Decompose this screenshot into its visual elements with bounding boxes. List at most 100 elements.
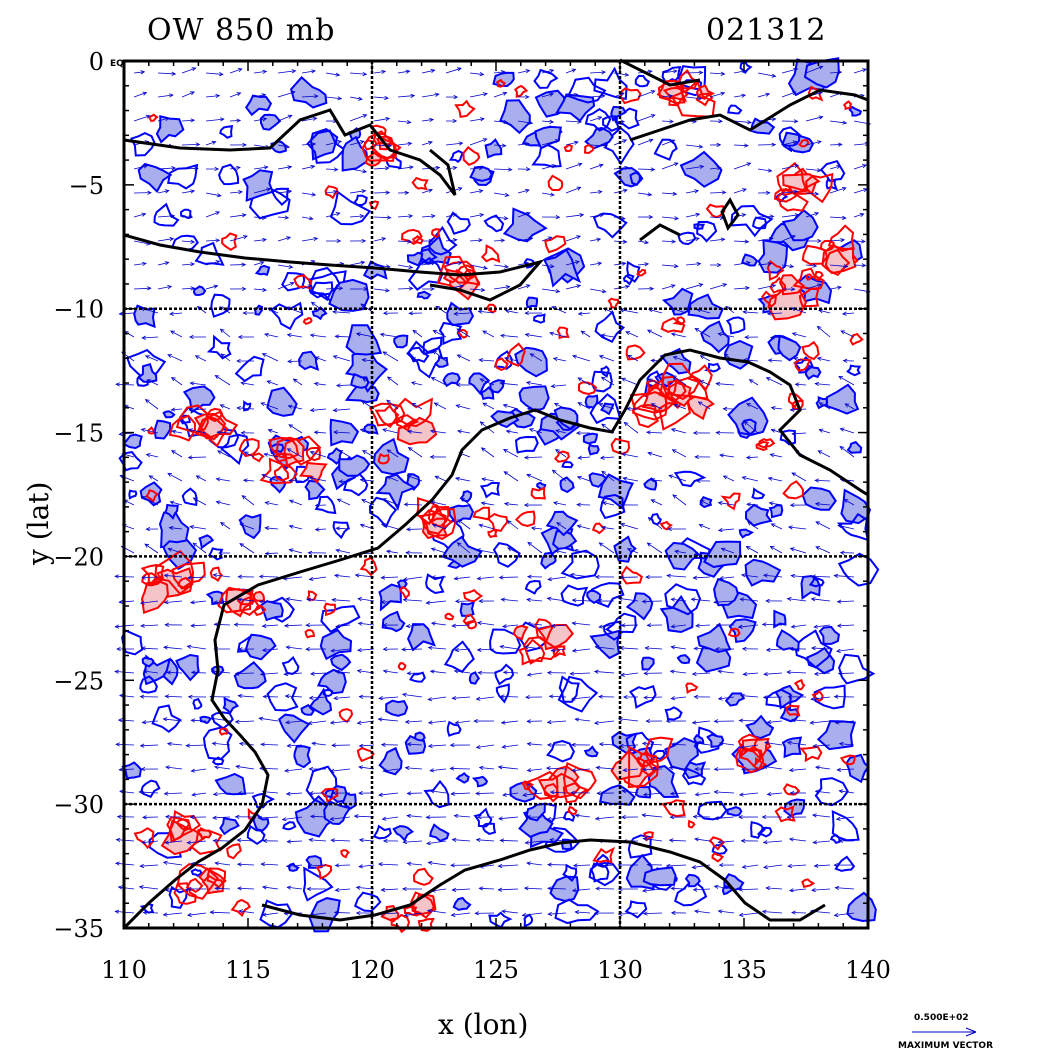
positive-ow-contour	[226, 843, 242, 860]
wind-vector-head	[741, 767, 746, 772]
wind-vector-head	[841, 311, 847, 316]
wind-vector	[853, 213, 864, 218]
positive-ow-contour	[812, 270, 824, 282]
negative-ow-contour	[381, 610, 406, 633]
negative-ow-contour	[566, 76, 607, 104]
wind-vector	[407, 815, 423, 818]
positive-ow-contour	[397, 662, 407, 671]
wind-vector	[458, 519, 471, 530]
wind-vector	[301, 216, 313, 220]
wind-vector-head	[594, 720, 599, 725]
wind-vector	[264, 453, 279, 458]
wind-vector	[695, 792, 711, 796]
positive-ow-contour	[705, 203, 726, 219]
wind-vector	[133, 115, 150, 122]
wind-vector-head	[380, 887, 386, 892]
wind-vector	[837, 600, 855, 603]
wind-vector	[285, 720, 303, 724]
wind-vector-head	[236, 838, 242, 843]
wind-vector	[526, 382, 543, 386]
wind-vector-head	[670, 597, 676, 602]
wind-vector	[813, 744, 831, 747]
wind-vector	[253, 239, 267, 242]
wind-vector	[286, 598, 303, 602]
wind-vector-head	[170, 407, 176, 412]
wind-vector-head	[309, 814, 315, 819]
negative-ow-contour	[590, 862, 610, 883]
negative-ow-contour	[329, 653, 352, 672]
wind-vector-head	[817, 450, 823, 455]
wind-vector-head	[482, 402, 488, 407]
positive-ow-contour	[217, 586, 254, 614]
wind-vector-head	[363, 286, 369, 292]
wind-vector-head	[554, 549, 560, 554]
wind-vector	[812, 575, 831, 578]
negative-ow-contour	[846, 440, 863, 454]
wind-vector-head	[818, 65, 824, 70]
wind-vector	[477, 648, 495, 651]
wind-vector-head	[502, 91, 508, 96]
wind-vector-head	[598, 403, 604, 407]
vector-scale-value: 0.500E+02	[914, 1013, 969, 1023]
wind-vector-head	[770, 523, 776, 528]
negative-ow-contour	[825, 178, 839, 191]
negative-ow-contour	[499, 99, 531, 135]
wind-vector	[764, 742, 783, 746]
wind-vector	[205, 211, 220, 218]
wind-vector-head	[794, 213, 800, 218]
positive-ow-contour	[757, 438, 776, 449]
wind-vector-head	[525, 94, 530, 100]
negative-ow-contour	[406, 251, 424, 267]
wind-vector	[547, 887, 567, 890]
wind-vector-head	[525, 69, 531, 74]
positive-ow-contour	[252, 590, 266, 602]
negative-ow-contour	[375, 473, 417, 511]
wind-vector-head	[670, 886, 676, 891]
wind-vector	[613, 92, 625, 98]
wind-vector-head	[597, 261, 603, 266]
wind-vector-head	[694, 328, 700, 333]
positive-ow-contour	[410, 891, 435, 919]
wind-vector	[406, 624, 423, 627]
wind-vector	[339, 480, 351, 483]
wind-vector	[455, 477, 471, 482]
wind-vector-head	[359, 428, 365, 433]
wind-vector-head	[644, 262, 650, 267]
wind-vector	[733, 262, 751, 266]
wind-vector	[260, 402, 279, 410]
wind-vector	[361, 499, 375, 506]
map-title: OW 850 mb	[147, 13, 335, 48]
wind-vector-head	[842, 358, 848, 363]
wind-vector	[549, 332, 567, 338]
positive-ow-contour	[805, 273, 815, 281]
wind-vector	[119, 600, 135, 603]
wind-vector	[239, 910, 255, 914]
wind-vector	[382, 816, 399, 820]
wind-vector-head	[257, 815, 263, 820]
wind-vector	[358, 598, 375, 602]
wind-vector-head	[650, 403, 656, 408]
wind-vector	[362, 450, 375, 458]
wind-vector-head	[835, 648, 841, 653]
wind-vector	[142, 840, 159, 843]
wind-vector-head	[457, 261, 463, 266]
wind-vector	[432, 350, 447, 362]
wind-vector-head	[116, 814, 122, 819]
negative-ow-contour	[551, 530, 578, 550]
wind-vector-head	[840, 238, 846, 243]
wind-vector-head	[625, 284, 630, 289]
wind-vector-head	[526, 768, 532, 773]
wind-vector-head	[791, 91, 797, 96]
wind-vector	[402, 648, 423, 650]
wind-vector-head	[601, 289, 607, 294]
wind-vector-head	[141, 720, 147, 725]
wind-vector-head	[650, 358, 656, 363]
wind-vector	[555, 449, 567, 458]
wind-vector	[769, 502, 783, 506]
wind-vector	[674, 404, 687, 410]
wind-vector-head	[237, 334, 243, 340]
coastline-australia-south	[261, 838, 826, 922]
wind-vector-head	[281, 817, 287, 822]
wind-vector-head	[335, 624, 341, 629]
wind-vector	[763, 840, 783, 843]
